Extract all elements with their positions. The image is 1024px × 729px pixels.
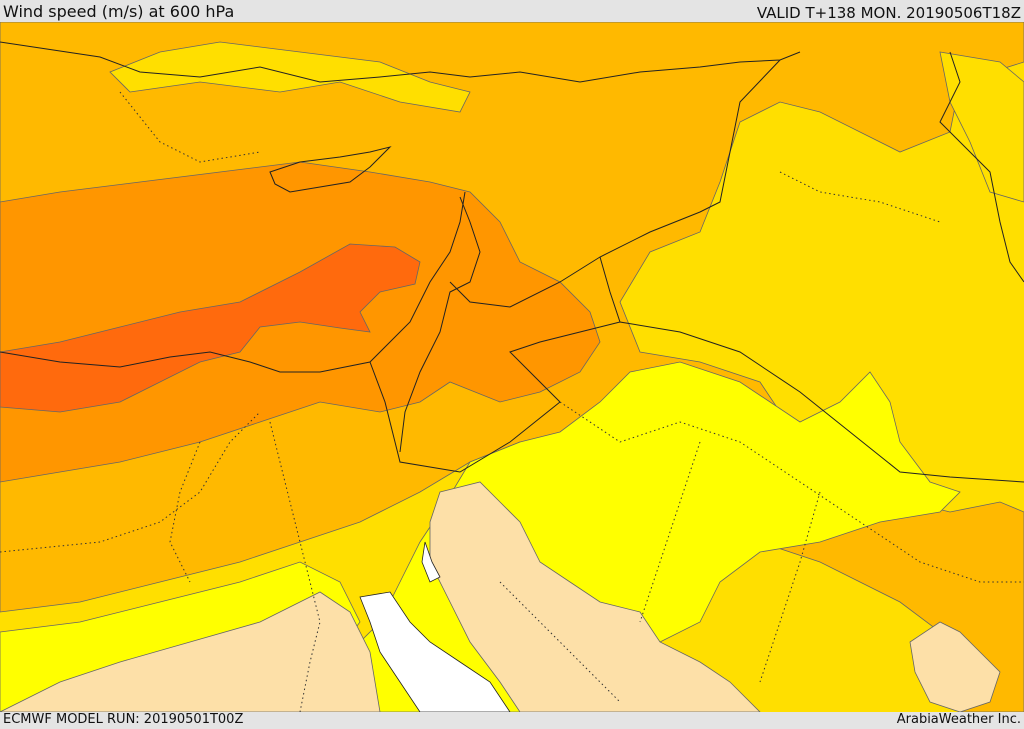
band-calm-egypt xyxy=(0,591,381,712)
band-moderate-ne xyxy=(939,51,1024,203)
band-very-strong xyxy=(0,243,421,413)
header-bar: Wind speed (m/s) at 600 hPa VALID T+138 … xyxy=(0,0,1024,22)
coastline-med xyxy=(0,191,466,373)
band-calm-arabia xyxy=(429,481,761,712)
valid-time: VALID T+138 MON. 20190506T18Z xyxy=(756,4,1021,22)
band-moderate-north xyxy=(109,41,471,113)
map-title: Wind speed (m/s) at 600 hPa xyxy=(3,2,235,21)
red-sea xyxy=(359,591,511,712)
band-calm-se xyxy=(909,621,1001,712)
footer-bar: ECMWF MODEL RUN: 20190501T00Z ArabiaWeat… xyxy=(0,712,1024,729)
country-borders xyxy=(0,41,1024,483)
gulf-of-aqaba xyxy=(421,541,441,583)
province-boundaries xyxy=(0,91,1024,703)
model-run: ECMWF MODEL RUN: 20190501T00Z xyxy=(3,712,244,727)
credit: ArabiaWeather Inc. xyxy=(896,712,1021,727)
cyprus xyxy=(269,146,392,193)
wind-speed-map[interactable] xyxy=(0,22,1024,712)
nile-river xyxy=(269,421,321,712)
